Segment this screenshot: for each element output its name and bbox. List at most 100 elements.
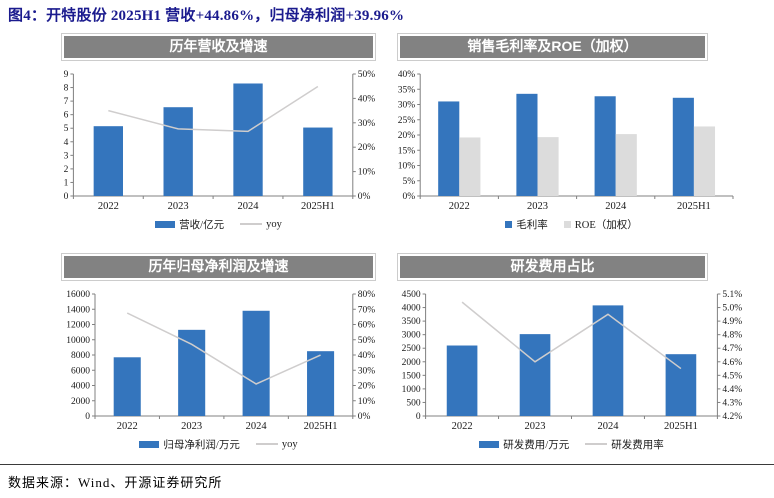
svg-text:9: 9	[64, 70, 69, 80]
panel-rd-expense-ratio: 研发费用占比 0 500 1000 1500 2000 2500 3000 3500 4000 4…	[397, 253, 745, 452]
svg-text:40%: 40%	[398, 70, 415, 80]
svg-text:2: 2	[64, 165, 69, 175]
legend-label: 营收/亿元	[179, 219, 225, 231]
bar-swatch	[505, 220, 513, 228]
svg-text:6000: 6000	[71, 366, 90, 376]
svg-text:3: 3	[64, 151, 69, 161]
divider	[0, 464, 774, 465]
svg-text:5%: 5%	[403, 177, 416, 187]
svg-text:16000: 16000	[66, 290, 90, 300]
legend-label: yoy	[266, 218, 282, 230]
bar-swatch	[155, 220, 176, 228]
svg-text:1000: 1000	[402, 385, 421, 395]
svg-text:6: 6	[64, 111, 69, 121]
bar-swatch	[139, 440, 160, 448]
legend-label: 归母净利润/万元	[163, 439, 240, 451]
svg-text:8000: 8000	[71, 351, 90, 361]
charts-grid: 历年营收及增速 0 1 2 3 4 5 6 7 8 9 0% 10% 20% 30% 40% 50% 2022 2…	[61, 33, 745, 452]
svg-text:30%: 30%	[358, 366, 375, 376]
panel-gross-margin-roe: 销售毛利率及ROE（加权） 0% 5% 10% 15% 20% 25% 30% 35% 40% 2…	[397, 33, 745, 232]
svg-text:2000: 2000	[402, 358, 421, 368]
chart-header-net-profit-growth: 历年归母净利润及增速	[61, 253, 376, 281]
svg-text:2024: 2024	[246, 421, 268, 432]
svg-text:2025H1: 2025H1	[304, 421, 338, 432]
svg-text:4000: 4000	[402, 304, 421, 314]
svg-text:5.1%: 5.1%	[722, 290, 742, 300]
gross-margin-roe-chart: 0% 5% 10% 15% 20% 25% 30% 35% 40% 2022 2023 2024 202…	[398, 70, 734, 212]
svg-text:1: 1	[64, 178, 69, 188]
svg-text:10%: 10%	[398, 162, 415, 172]
net-profit-growth-chart: 0 2000 4000 6000 8000 10000 12000 14000 16000 0% 1…	[66, 290, 375, 432]
svg-text:2022: 2022	[452, 421, 473, 432]
svg-text:0: 0	[64, 192, 69, 202]
svg-text:20%: 20%	[398, 131, 415, 141]
svg-text:50%: 50%	[358, 70, 375, 80]
legend-item: 归母净利润/万元	[139, 437, 240, 452]
svg-text:10%: 10%	[358, 168, 375, 178]
revenue-growth-chart: 0 1 2 3 4 5 6 7 8 9 0% 10% 20% 30% 40% 50% 2022 2023 2024 2…	[64, 70, 375, 212]
svg-text:40%: 40%	[358, 351, 375, 361]
svg-text:2022: 2022	[449, 201, 470, 212]
line-swatch	[255, 443, 278, 445]
svg-text:4.4%: 4.4%	[722, 385, 742, 395]
svg-text:20%: 20%	[358, 143, 375, 153]
svg-text:4.8%: 4.8%	[722, 331, 742, 341]
legend-label: 研发费用率	[611, 439, 664, 451]
svg-text:3500: 3500	[402, 317, 421, 327]
legend-label: 毛利率	[516, 219, 548, 231]
svg-text:4000: 4000	[71, 382, 90, 392]
svg-text:2025H1: 2025H1	[677, 201, 711, 212]
chart-legend-net-profit-growth: 归母净利润/万元 yoy	[62, 436, 375, 452]
line-swatch	[240, 223, 263, 225]
svg-text:1500: 1500	[402, 371, 421, 381]
svg-text:4.2%: 4.2%	[722, 412, 742, 422]
bar-swatch	[479, 440, 500, 448]
chart-header-gross-margin-roe: 销售毛利率及ROE（加权）	[397, 33, 708, 61]
svg-text:2025H1: 2025H1	[301, 201, 335, 212]
svg-text:70%: 70%	[358, 305, 375, 315]
svg-text:0%: 0%	[358, 412, 371, 422]
svg-text:2025H1: 2025H1	[664, 421, 698, 432]
svg-text:15%: 15%	[398, 146, 415, 156]
svg-text:2022: 2022	[98, 201, 119, 212]
legend-item: 毛利率	[505, 217, 548, 232]
svg-text:25%: 25%	[398, 116, 415, 126]
svg-text:4500: 4500	[402, 290, 421, 300]
svg-text:4.5%: 4.5%	[722, 371, 742, 381]
svg-text:30%: 30%	[358, 119, 375, 129]
svg-text:7: 7	[64, 97, 69, 107]
chart-header-rd-expense-ratio: 研发费用占比	[397, 253, 708, 281]
svg-text:0%: 0%	[403, 192, 416, 202]
svg-text:60%: 60%	[358, 321, 375, 331]
svg-text:5: 5	[64, 124, 69, 134]
svg-text:2024: 2024	[605, 201, 627, 212]
legend-item: ROE（加权）	[563, 217, 638, 232]
svg-text:30%: 30%	[398, 101, 415, 111]
panel-net-profit-growth: 历年归母净利润及增速 0 2000 4000 6000 8000 10000 12000 14…	[61, 253, 376, 452]
svg-text:500: 500	[406, 398, 421, 408]
svg-text:10%: 10%	[358, 397, 375, 407]
svg-text:4.6%: 4.6%	[722, 358, 742, 368]
svg-text:20%: 20%	[358, 382, 375, 392]
svg-text:50%: 50%	[358, 336, 375, 346]
svg-text:5.0%: 5.0%	[722, 304, 742, 314]
svg-text:35%: 35%	[398, 85, 415, 95]
svg-text:14000: 14000	[66, 305, 90, 315]
chart-legend-revenue-growth: 营收/亿元 yoy	[62, 216, 375, 232]
source-note: 数据来源：Wind、开源证券研究所	[8, 475, 223, 490]
svg-text:40%: 40%	[358, 94, 375, 104]
chart-legend-rd-expense-ratio: 研发费用/万元 研发费用率	[398, 436, 745, 452]
svg-text:2024: 2024	[597, 421, 619, 432]
svg-text:80%: 80%	[358, 290, 375, 300]
svg-text:0: 0	[85, 412, 90, 422]
legend-item: 研发费用/万元	[479, 437, 569, 452]
legend-item: yoy	[255, 439, 298, 450]
bar-swatch	[563, 220, 571, 228]
svg-text:4.3%: 4.3%	[722, 398, 742, 408]
legend-item: yoy	[240, 219, 282, 230]
chart-legend-gross-margin-roe: 毛利率 ROE（加权）	[398, 216, 745, 232]
svg-text:2500: 2500	[402, 344, 421, 354]
svg-text:12000: 12000	[66, 321, 90, 331]
legend-item: 研发费用率	[585, 437, 664, 452]
